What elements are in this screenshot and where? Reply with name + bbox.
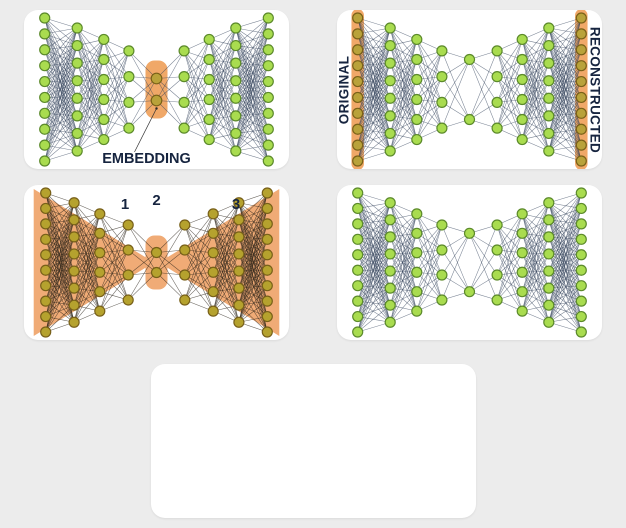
svg-text:1: 1 [121, 196, 129, 213]
svg-text:2: 2 [152, 192, 160, 209]
svg-text:EMBEDDING: EMBEDDING [102, 151, 191, 167]
svg-text:3: 3 [232, 196, 240, 213]
